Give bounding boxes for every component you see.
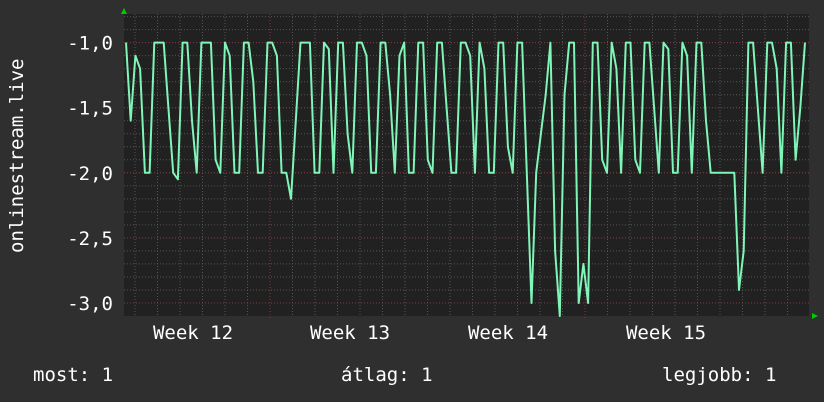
x-tick-label: Week 15 [626, 322, 706, 344]
x-tick-label: Week 13 [310, 322, 390, 344]
y-axis-label: onlinestream.live [6, 58, 28, 253]
series-line [125, 41, 806, 317]
y-tick-label: -2,5 [67, 228, 113, 250]
plot-area [124, 14, 809, 316]
y-tick-label: -3,0 [67, 293, 113, 315]
y-tick-label: -1,5 [67, 98, 113, 120]
legend-current: most: 1 [33, 364, 114, 386]
legend-average: átlag: 1 [341, 364, 433, 386]
y-tick-label: -2,0 [67, 163, 113, 185]
x-tick-label: Week 14 [468, 322, 548, 344]
x-axis-arrow-icon [812, 313, 818, 319]
legend-max: legjobb: 1 [662, 364, 777, 386]
y-axis-arrow-icon [121, 8, 127, 14]
y-tick-label: -1,0 [67, 33, 113, 55]
x-tick-label: Week 12 [153, 322, 233, 344]
